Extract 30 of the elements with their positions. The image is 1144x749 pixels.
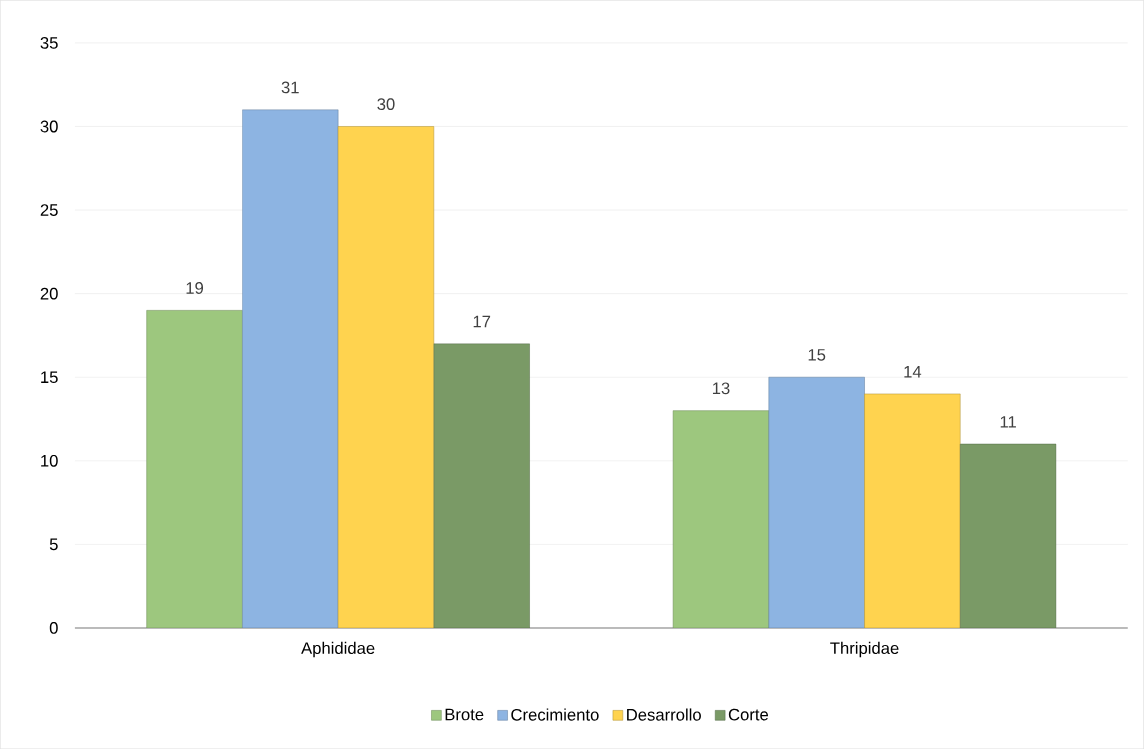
y-tick-label: 35	[40, 36, 58, 49]
data-label: 31	[281, 81, 299, 94]
legend-label: Desarrollo	[627, 708, 701, 721]
bar	[337, 126, 435, 628]
bar	[672, 410, 770, 628]
x-tick-label: Aphididae	[301, 641, 375, 658]
y-tick-label: 5	[49, 538, 58, 551]
y-tick-label: 20	[40, 287, 58, 300]
data-label: 17	[473, 315, 491, 328]
bar	[864, 393, 961, 628]
bar	[959, 443, 1057, 628]
bar	[433, 343, 530, 628]
y-tick-label: 10	[41, 454, 58, 467]
y-tick-label: 0	[49, 622, 58, 634]
y-tick-label: 25	[40, 204, 58, 216]
data-label: 11	[1000, 416, 1016, 428]
x-tick-label: Thripidae	[830, 641, 899, 658]
legend-label: Crecimiento	[511, 708, 599, 721]
y-tick-label: 30	[40, 120, 58, 133]
data-label: 19	[186, 282, 204, 294]
legend-label: Corte	[728, 708, 769, 721]
bar	[146, 310, 243, 628]
data-label: 14	[904, 365, 922, 378]
bar	[768, 376, 865, 628]
data-label: 15	[808, 349, 826, 361]
y-tick-label: 15	[41, 371, 58, 383]
data-label: 30	[377, 98, 395, 110]
bar	[242, 109, 339, 628]
legend-label: Brote	[445, 708, 484, 721]
data-label: 13	[712, 382, 730, 395]
